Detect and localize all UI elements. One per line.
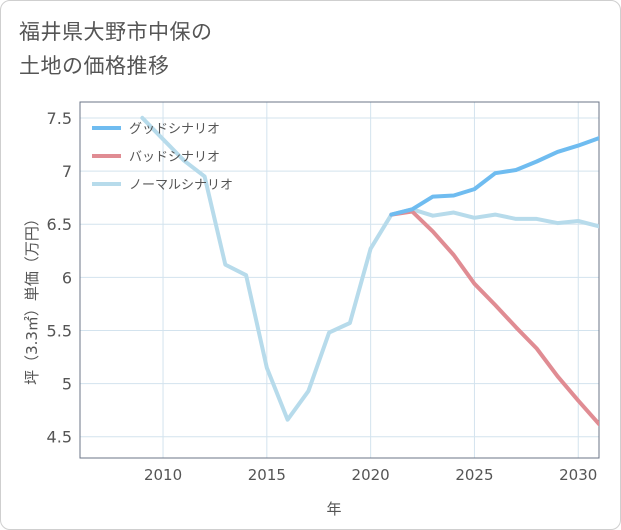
- series-line-2: [389, 209, 599, 426]
- x-axis-ticks: 2010 2015 2020 2025 2030: [144, 466, 597, 484]
- y-tick-label: 5.5: [47, 321, 72, 340]
- y-tick-label: 5: [62, 375, 72, 394]
- y-tick-label: 6: [62, 268, 72, 287]
- y-tick-label: 6.5: [47, 215, 72, 234]
- y-tick-label: 7.5: [47, 109, 72, 128]
- x-tick-label: 2030: [559, 466, 597, 484]
- grid-lines: [80, 102, 599, 458]
- chart-title-line1: 福井県大野市中保の: [19, 20, 213, 44]
- series-lines: [140, 115, 599, 426]
- y-axis-label: 坪（3.3㎡）単価（万円）: [23, 211, 41, 385]
- x-axis-label: 年: [326, 500, 341, 518]
- y-tick-label: 4.5: [47, 428, 72, 447]
- y-tick-label: 7: [62, 162, 72, 181]
- x-tick-label: 2015: [248, 466, 286, 484]
- x-tick-label: 2020: [352, 466, 390, 484]
- legend-label: グッドシナリオ: [129, 122, 220, 137]
- y-axis-ticks: 4.5 5 5.5 6 6.5 7 7.5: [47, 109, 72, 447]
- chart-title: 福井県大野市中保の 土地の価格推移: [19, 15, 319, 83]
- series-line-1: [389, 136, 599, 217]
- series-line-3: [140, 115, 599, 422]
- legend-label: バッドシナリオ: [129, 150, 220, 165]
- x-tick-label: 2010: [144, 466, 182, 484]
- x-tick-label: 2025: [455, 466, 493, 484]
- chart-title-line2: 土地の価格推移: [19, 54, 170, 78]
- legend-label: ノーマルシナリオ: [129, 178, 233, 193]
- plot-frame: [79, 101, 600, 459]
